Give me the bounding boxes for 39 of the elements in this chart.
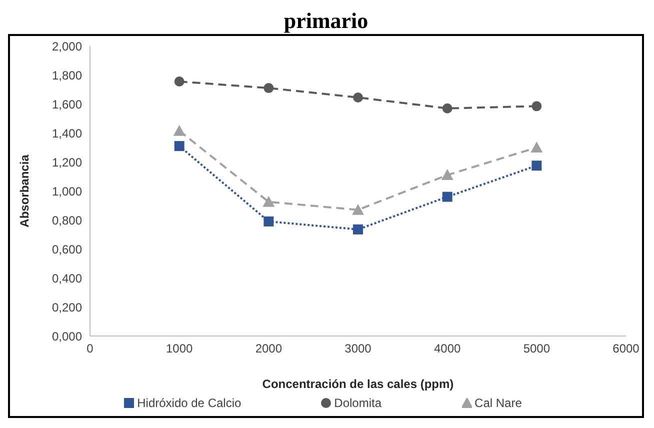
chart-title: primario: [282, 8, 370, 34]
legend-label: Dolomita: [333, 396, 382, 410]
legend-label: Cal Nare: [474, 396, 522, 410]
y-tick-label: 0,400: [52, 271, 82, 286]
point: [353, 224, 363, 234]
point: [174, 76, 184, 87]
point: [442, 192, 452, 202]
x-tick-label: 5000: [523, 342, 550, 356]
x-axis-title: Concentración de las cales (ppm): [262, 377, 454, 391]
point: [530, 142, 543, 152]
point: [532, 101, 542, 112]
point: [174, 141, 184, 152]
point: [264, 83, 274, 94]
x-tick-label: 4000: [434, 342, 462, 356]
legend-label: Hidróxido de Calcio: [136, 396, 242, 410]
y-tick-label: 1,400: [52, 126, 82, 140]
point: [352, 204, 364, 215]
y-tick-label: 0,200: [52, 300, 82, 314]
point: [532, 160, 542, 171]
point: [173, 124, 186, 136]
y-tick-label: 2,000: [52, 39, 82, 54]
y-axis-title: Absorbancia: [17, 154, 32, 228]
x-tick-label: 3000: [344, 342, 372, 356]
y-tick-label: 0,800: [52, 213, 82, 228]
point: [442, 103, 452, 114]
y-tick-label: 1,600: [52, 97, 82, 112]
x-tick-label: 6000: [612, 342, 640, 356]
point: [441, 169, 454, 180]
y-tick-label: 1,000: [52, 184, 82, 198]
point: [353, 92, 363, 102]
y-tick-label: 1,800: [52, 68, 82, 82]
y-tick-label: 0,000: [52, 329, 82, 344]
point: [264, 216, 274, 226]
x-tick-label: 1000: [166, 342, 194, 356]
y-tick-label: 1,200: [52, 155, 82, 170]
x-tick-label: 0: [86, 342, 94, 356]
y-tick-label: 0,600: [52, 242, 82, 256]
x-tick-label: 2000: [255, 342, 282, 356]
point: [262, 196, 275, 207]
